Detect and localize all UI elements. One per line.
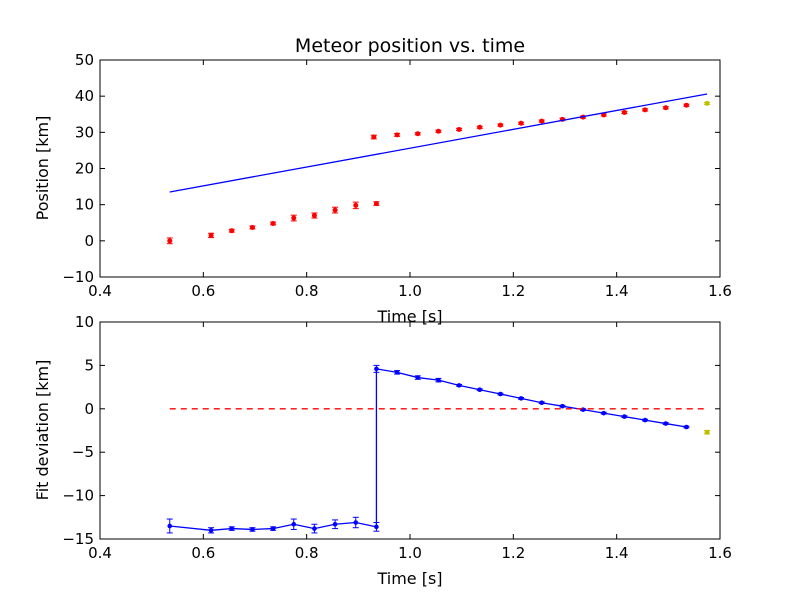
top-data-point — [435, 128, 441, 134]
top-y-tick-label: 50 — [75, 51, 94, 69]
bottom-residual-point — [291, 521, 297, 527]
top-data-point — [415, 131, 421, 137]
bottom-residual-point — [374, 524, 379, 530]
bottom-residual-point — [415, 375, 421, 380]
bottom-residual-point — [580, 407, 586, 412]
top-data-point — [683, 102, 689, 108]
top-data-point — [208, 232, 214, 238]
top-data-point — [477, 124, 483, 130]
top-data-point — [497, 122, 503, 128]
bottom-x-tick-label: 1.2 — [501, 544, 525, 562]
bottom-residual-point — [208, 528, 214, 533]
bottom-x-axis-label: Time [s] — [376, 569, 442, 588]
top-y-tick-label: 30 — [75, 123, 94, 141]
bottom-x-tick-label: 1.6 — [708, 544, 732, 562]
top-data-point — [311, 213, 317, 219]
top-x-tick-label: 0.6 — [191, 282, 215, 300]
bottom-y-axis-label: Fit deviation [km] — [33, 360, 52, 501]
bottom-residual-point — [167, 523, 173, 529]
top-data-point — [456, 126, 462, 132]
top-y-tick-label: 0 — [84, 232, 94, 250]
bottom-residual-line — [169, 368, 687, 531]
top-chart: Meteor position vs. time 0.4 0.6 0.8 1.0 1.2… — [33, 35, 732, 326]
bottom-x-tick-label: 0.4 — [88, 544, 112, 562]
top-data-point — [373, 201, 379, 207]
top-last-point — [704, 100, 710, 106]
bottom-y-tick-label: −10 — [62, 487, 94, 505]
bottom-x-tick-label: 0.6 — [191, 544, 215, 562]
top-x-tick-label: 1.0 — [398, 282, 422, 300]
top-y-axis-label: Position [km] — [33, 116, 52, 221]
bottom-y-tick-label: 10 — [75, 313, 94, 331]
bottom-residual-point — [353, 520, 359, 525]
top-axes-frame — [99, 59, 721, 278]
top-data-point — [332, 207, 338, 213]
bottom-y-tick-label: 0 — [84, 400, 94, 418]
bottom-residual-point — [622, 414, 627, 419]
top-x-tick-label: 1.2 — [501, 282, 525, 300]
top-y-tick-label: −10 — [62, 268, 94, 286]
bottom-chart: 0.4 0.6 0.8 1.0 1.2 1.4 1.6 −15 −10 −5 0 5 10 Time [… — [33, 313, 732, 588]
top-data-point — [249, 224, 255, 230]
bottom-y-tick-label: −15 — [62, 530, 94, 548]
bottom-residual-point — [518, 396, 524, 401]
top-data-point — [539, 118, 545, 124]
bottom-residual-point — [560, 403, 565, 409]
top-x-tick-label: 0.8 — [295, 282, 319, 300]
top-data-point — [229, 228, 235, 234]
top-x-tick-label: 0.4 — [88, 282, 112, 300]
top-data-point — [394, 132, 400, 138]
bottom-residual-point — [642, 417, 648, 423]
bottom-residual-point — [374, 366, 379, 372]
top-plot-area: 0.4 0.6 0.8 1.0 1.2 1.4 1.6 −10 0 10 20 30 40 50 — [62, 51, 732, 300]
top-fit-line — [169, 93, 708, 193]
bottom-residual-point — [456, 383, 462, 388]
top-chart-title: Meteor position vs. time — [295, 35, 525, 57]
bottom-y-tick-label: 5 — [84, 356, 94, 374]
top-data-point — [270, 220, 276, 226]
bottom-axes-frame — [99, 321, 721, 540]
bottom-residual-point — [312, 526, 317, 531]
bottom-y-tick-label: −5 — [72, 443, 94, 461]
top-data-point — [518, 120, 524, 126]
top-x-tick-label: 1.6 — [708, 282, 732, 300]
top-data-point — [371, 134, 377, 140]
top-data-point — [663, 105, 669, 111]
top-x-axis-label: Time [s] — [376, 307, 442, 326]
bottom-residual-point — [539, 400, 545, 406]
bottom-residual-point — [477, 387, 483, 393]
bottom-residual-point — [332, 521, 338, 527]
top-data-point — [621, 109, 627, 115]
bottom-x-tick-label: 0.8 — [295, 544, 319, 562]
bottom-x-tick-label: 1.4 — [605, 544, 629, 562]
bottom-residual-point — [663, 421, 669, 426]
bottom-residual-point — [436, 377, 441, 383]
top-data-point — [167, 238, 173, 244]
bottom-plot-area: 0.4 0.6 0.8 1.0 1.2 1.4 1.6 −15 −10 −5 0 5 10 — [62, 313, 732, 562]
bottom-residual-point — [250, 527, 255, 532]
top-data-point — [353, 202, 359, 208]
bottom-residual-point — [394, 370, 400, 375]
top-data-point — [291, 215, 297, 221]
top-data-point — [642, 107, 648, 113]
top-y-tick-label: 40 — [75, 87, 94, 105]
bottom-last-point — [704, 429, 710, 435]
bottom-residual-point — [684, 424, 689, 430]
bottom-residual-point — [229, 526, 235, 531]
top-y-tick-label: 20 — [75, 160, 94, 178]
top-y-tick-label: 10 — [75, 196, 94, 214]
bottom-residual-point — [270, 526, 276, 531]
top-x-tick-label: 1.4 — [605, 282, 629, 300]
bottom-x-tick-label: 1.0 — [398, 544, 422, 562]
bottom-residual-point — [601, 410, 607, 416]
bottom-residual-point — [498, 391, 503, 397]
